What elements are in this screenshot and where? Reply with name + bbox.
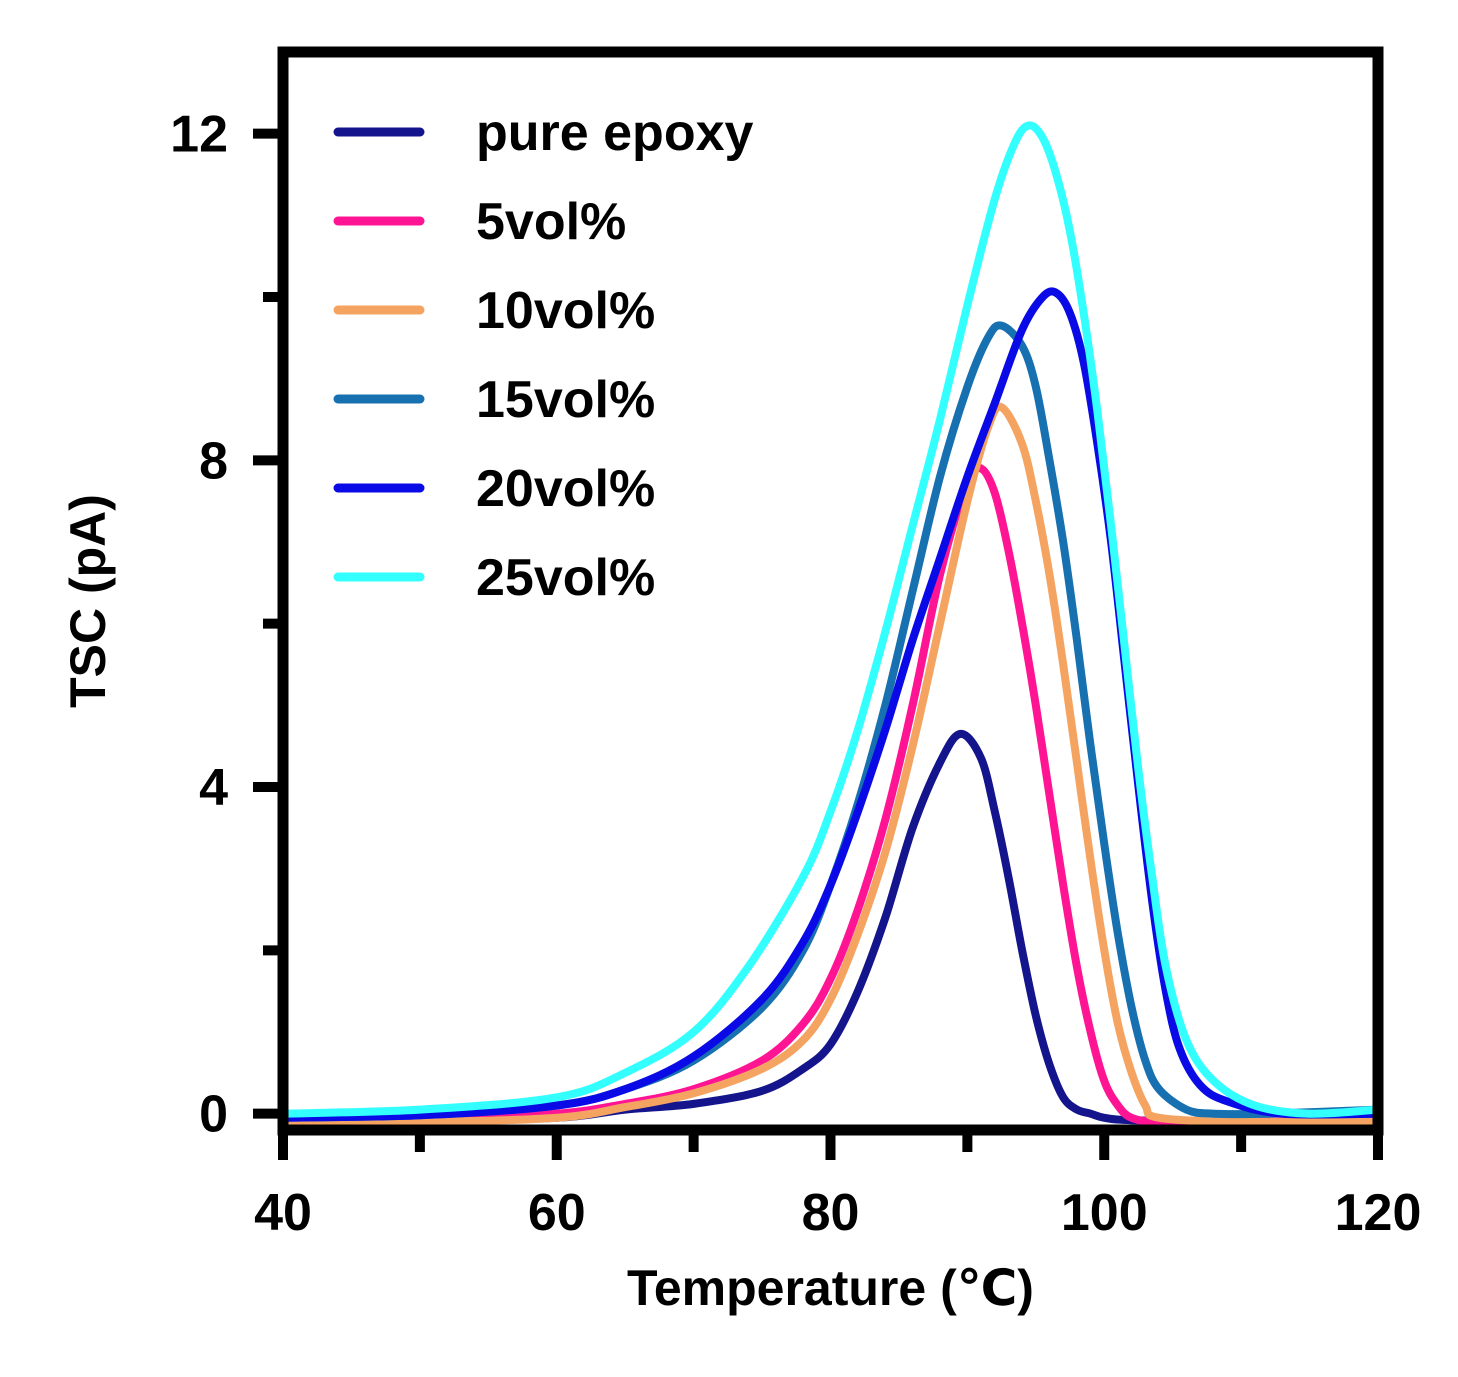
series-line-3 bbox=[279, 321, 1382, 1122]
legend: pure epoxy 5vol% 10vol% 15vol% 20vol% 25vol% bbox=[333, 104, 753, 607]
legend-label-3: 15vol% bbox=[476, 371, 655, 429]
x-tick-label: 60 bbox=[528, 1184, 586, 1242]
legend-label-2: 10vol% bbox=[476, 282, 655, 340]
x-tick-label: 120 bbox=[1335, 1184, 1422, 1242]
x-axis-title: Temperature (℃) bbox=[627, 1260, 1034, 1316]
y-tick-label: 4 bbox=[199, 759, 228, 817]
x-tick-label: 80 bbox=[802, 1184, 860, 1242]
legend-label-1: 5vol% bbox=[476, 193, 626, 251]
series-line-1 bbox=[279, 462, 1382, 1127]
x-tick-label: 100 bbox=[1061, 1184, 1148, 1242]
series-line-5 bbox=[279, 121, 1382, 1118]
legend-label-4: 20vol% bbox=[476, 460, 655, 518]
y-axis-title: TSC (pA) bbox=[60, 494, 116, 708]
x-tick-label: 40 bbox=[254, 1184, 312, 1242]
series-line-4 bbox=[279, 287, 1382, 1122]
tick-labels: 40 60 80 100 120 0 4 8 12 bbox=[170, 106, 1421, 1242]
axis-ticks bbox=[253, 128, 1383, 1160]
legend-label-5: 25vol% bbox=[476, 549, 655, 607]
legend-label-0: pure epoxy bbox=[476, 104, 753, 162]
y-tick-label: 12 bbox=[170, 106, 228, 164]
plot-frame bbox=[277, 46, 1384, 1136]
y-tick-label: 0 bbox=[199, 1086, 228, 1144]
series-line-2 bbox=[279, 402, 1382, 1127]
plot-lines bbox=[279, 121, 1382, 1127]
series-line-0 bbox=[279, 729, 1382, 1126]
y-tick-label: 8 bbox=[199, 432, 228, 490]
